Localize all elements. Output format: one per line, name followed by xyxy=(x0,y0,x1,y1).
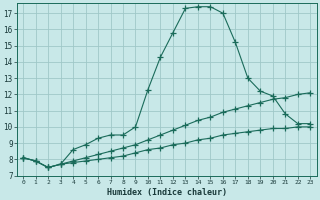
X-axis label: Humidex (Indice chaleur): Humidex (Indice chaleur) xyxy=(107,188,227,197)
